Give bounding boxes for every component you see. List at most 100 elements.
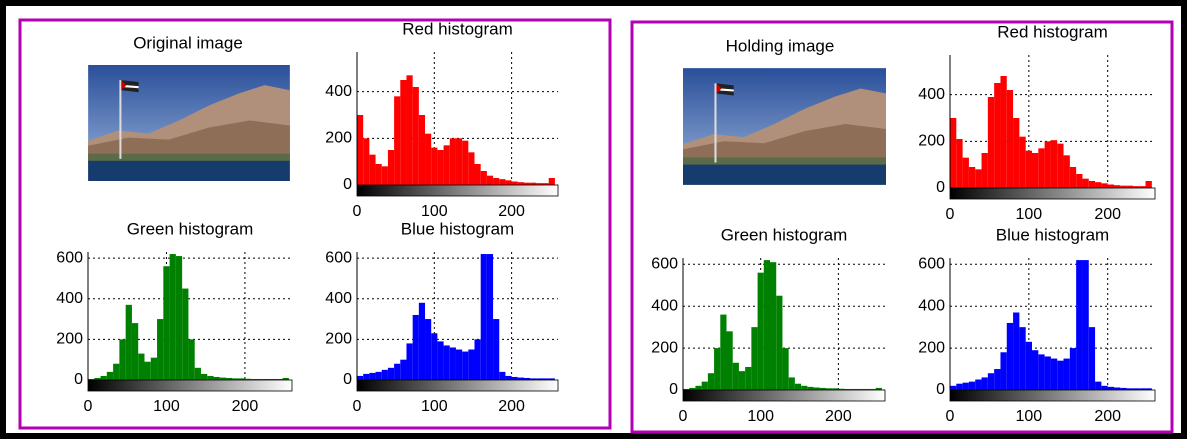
bar xyxy=(1051,140,1057,188)
bar xyxy=(406,75,412,185)
bar xyxy=(1032,153,1038,188)
bar xyxy=(795,384,801,390)
y-tick-label: 400 xyxy=(651,297,678,314)
bar xyxy=(119,339,125,380)
bar xyxy=(708,373,714,390)
bar xyxy=(764,260,770,390)
bar xyxy=(207,376,213,380)
bar xyxy=(1146,181,1152,188)
bar xyxy=(481,254,487,380)
x-tick-label: 0 xyxy=(946,408,955,425)
x-tick-label: 200 xyxy=(1094,206,1121,223)
bar xyxy=(468,350,474,380)
bar xyxy=(419,303,425,380)
bar xyxy=(782,348,788,390)
x-tick-label: 100 xyxy=(153,398,180,415)
bar xyxy=(950,386,956,390)
bar xyxy=(1045,356,1051,390)
bar xyxy=(475,164,481,185)
image xyxy=(683,68,886,185)
bar xyxy=(444,345,450,380)
bar xyxy=(419,115,425,185)
y-tick-label: 0 xyxy=(936,381,945,398)
x-tick-label: 0 xyxy=(84,398,93,415)
bar xyxy=(487,254,493,380)
bar xyxy=(487,176,493,185)
bar xyxy=(789,377,795,390)
bar xyxy=(157,319,163,380)
bar xyxy=(413,315,419,380)
bar xyxy=(1057,144,1063,188)
x-tick-label: 200 xyxy=(498,398,525,415)
chart-title: Blue histogram xyxy=(401,219,514,238)
colorbar xyxy=(683,390,885,401)
bar xyxy=(1026,151,1032,188)
bar xyxy=(956,139,962,188)
bar xyxy=(151,358,157,380)
y-tick-label: 200 xyxy=(918,133,945,150)
bar xyxy=(549,178,555,185)
bar xyxy=(126,305,132,380)
bar xyxy=(493,319,499,380)
y-tick-label: 400 xyxy=(325,290,352,307)
bar xyxy=(950,118,956,188)
colorbar xyxy=(357,185,558,196)
bar xyxy=(1064,155,1070,188)
bar xyxy=(982,153,988,188)
x-tick-label: 200 xyxy=(1094,408,1121,425)
y-tick-label: 600 xyxy=(325,249,352,266)
y-tick-label: 200 xyxy=(651,339,678,356)
x-tick-label: 100 xyxy=(421,203,448,220)
bar xyxy=(400,360,406,380)
chart-title: Red histogram xyxy=(997,22,1108,41)
y-tick-label: 400 xyxy=(56,290,83,307)
x-tick-label: 100 xyxy=(1015,408,1042,425)
colorbar xyxy=(950,390,1155,401)
bar xyxy=(751,327,757,390)
y-tick-label: 600 xyxy=(56,249,83,266)
bar xyxy=(1057,361,1063,390)
bar xyxy=(144,362,150,380)
bar xyxy=(1032,350,1038,390)
bar xyxy=(468,152,474,185)
bar xyxy=(170,254,176,380)
y-tick-label: 200 xyxy=(918,339,945,356)
bar xyxy=(357,115,363,185)
colorbar xyxy=(950,188,1155,199)
bar xyxy=(739,371,745,390)
bar xyxy=(956,384,962,390)
chart-title: Green histogram xyxy=(721,225,848,244)
bar xyxy=(1064,359,1070,390)
bar xyxy=(394,364,400,380)
x-tick-label: 100 xyxy=(747,408,774,425)
bar xyxy=(363,374,369,380)
bar xyxy=(1108,185,1114,189)
bar xyxy=(745,367,751,390)
x-tick-label: 0 xyxy=(946,206,955,223)
bar xyxy=(720,315,726,390)
bar xyxy=(382,370,388,380)
bar xyxy=(163,266,169,380)
bar xyxy=(113,364,119,380)
bar xyxy=(382,166,388,185)
bar xyxy=(1013,312,1019,390)
bar xyxy=(1070,348,1076,390)
bar xyxy=(1108,387,1114,390)
bar xyxy=(431,333,437,380)
x-tick-label: 0 xyxy=(353,203,362,220)
bar xyxy=(363,138,369,185)
bar xyxy=(450,347,456,380)
y-tick-label: 400 xyxy=(325,83,352,100)
bar xyxy=(1095,382,1101,390)
bar xyxy=(481,171,487,185)
x-tick-label: 200 xyxy=(825,408,852,425)
bar xyxy=(1013,118,1019,188)
bar xyxy=(1045,141,1051,188)
bar xyxy=(1038,148,1044,188)
bar xyxy=(456,138,462,185)
y-tick-label: 0 xyxy=(343,371,352,388)
bar xyxy=(1038,354,1044,390)
bar xyxy=(1089,327,1095,390)
y-tick-label: 0 xyxy=(343,176,352,193)
bar xyxy=(770,262,776,390)
